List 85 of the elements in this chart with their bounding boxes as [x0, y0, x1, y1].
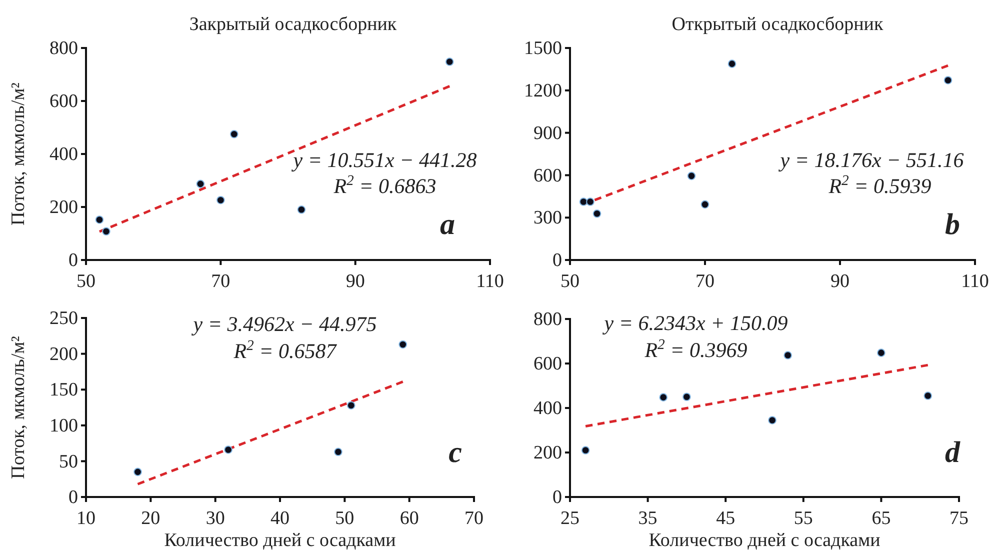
point: [924, 392, 932, 400]
x-axis-title: Количество дней с осадками: [648, 530, 880, 551]
y-tick-label: 600: [534, 165, 562, 186]
point: [134, 468, 142, 476]
x-tick-label: 20: [141, 508, 160, 529]
annotation: a: [440, 208, 455, 241]
y-tick-label: 0: [552, 487, 562, 508]
point: [346, 401, 356, 410]
point: [682, 392, 691, 402]
chart-title: Открытый осадкосборник: [672, 14, 884, 35]
y-tick-label: 200: [50, 344, 78, 365]
x-tick-label: 70: [696, 271, 714, 292]
annotation: b: [945, 208, 960, 241]
x-tick-label: 30: [206, 508, 225, 529]
point: [687, 172, 696, 180]
y-tick-label: 600: [50, 91, 78, 112]
y-tick-label: 400: [50, 144, 78, 166]
y-tick-label: 400: [534, 398, 562, 420]
x-tick-label: 40: [270, 508, 290, 529]
point: [586, 198, 594, 206]
point: [95, 216, 104, 224]
y-tick-label: 800: [50, 38, 78, 60]
y-tick-label: 50: [59, 451, 78, 472]
y-tick-label: 1200: [524, 80, 562, 102]
point: [768, 416, 776, 424]
annotation: d: [945, 436, 961, 469]
y-tick-label: 0: [552, 250, 562, 272]
x-tick-label: 70: [211, 271, 230, 292]
x-tick-label: 45: [716, 508, 736, 529]
x-tick-label: 10: [76, 508, 96, 529]
point: [224, 446, 232, 454]
point: [579, 198, 588, 206]
x-tick-label: 110: [476, 271, 504, 292]
x-tick-label: 75: [950, 508, 968, 529]
y-tick-label: 900: [534, 122, 562, 144]
annotation: R$^{2}$ = 0.5939: [828, 173, 932, 198]
annotation: y = 18.176x − 551.16: [778, 148, 964, 172]
x-tick-label: 25: [560, 508, 580, 529]
y-tick-label: 0: [68, 250, 78, 272]
point: [877, 348, 886, 357]
y-tick-label: 300: [534, 208, 562, 229]
point: [334, 448, 342, 456]
y-tick-label: 250: [50, 308, 78, 330]
point: [592, 209, 602, 218]
x-tick-label: 110: [961, 271, 989, 292]
y-tick-label: 1500: [524, 38, 562, 60]
y-tick-label: 150: [50, 380, 78, 401]
point: [944, 76, 952, 84]
point: [581, 446, 590, 454]
point: [659, 393, 668, 402]
x-tick-label: 50: [335, 508, 354, 529]
annotation: y = 3.4962x − 44.975: [191, 312, 377, 336]
point: [728, 60, 736, 68]
x-tick-label: 70: [464, 508, 484, 529]
point: [784, 351, 792, 360]
annotation: R$^{2}$ = 0.3969: [644, 337, 748, 362]
x-tick-label: 55: [794, 508, 813, 529]
point: [196, 180, 205, 188]
point: [398, 340, 408, 349]
x-tick-label: 60: [400, 508, 419, 529]
annotation: y = 6.2343x + 150.09: [602, 311, 788, 335]
point: [230, 130, 238, 138]
y-tick-label: 100: [50, 415, 78, 436]
y-axis-title: Поток, мкмоль/м²: [8, 82, 29, 226]
point: [700, 200, 710, 209]
x-tick-label: 35: [638, 508, 658, 529]
point: [216, 196, 225, 204]
x-axis-title: Количество дней с осадками: [164, 530, 396, 551]
annotation: y = 10.551x − 441.28: [291, 148, 478, 172]
chart-title: Закрытый осадкосборник: [189, 14, 398, 35]
annotation: R$^{2}$ = 0.6863: [332, 173, 436, 198]
x-tick-label: 90: [346, 271, 365, 292]
point: [445, 58, 454, 66]
y-tick-label: 200: [534, 442, 562, 464]
point: [102, 227, 110, 236]
x-tick-label: 90: [830, 271, 850, 292]
annotation: R$^{2}$ = 0.6587: [232, 338, 338, 363]
y-tick-label: 800: [534, 309, 562, 330]
y-tick-label: 0: [68, 487, 78, 508]
annotation: c: [448, 436, 462, 469]
y-tick-label: 200: [50, 197, 78, 218]
y-axis-title: Поток, мкмоль/м²: [8, 336, 29, 479]
point: [297, 206, 306, 214]
y-tick-label: 600: [534, 354, 562, 375]
x-tick-label: 65: [872, 508, 891, 529]
